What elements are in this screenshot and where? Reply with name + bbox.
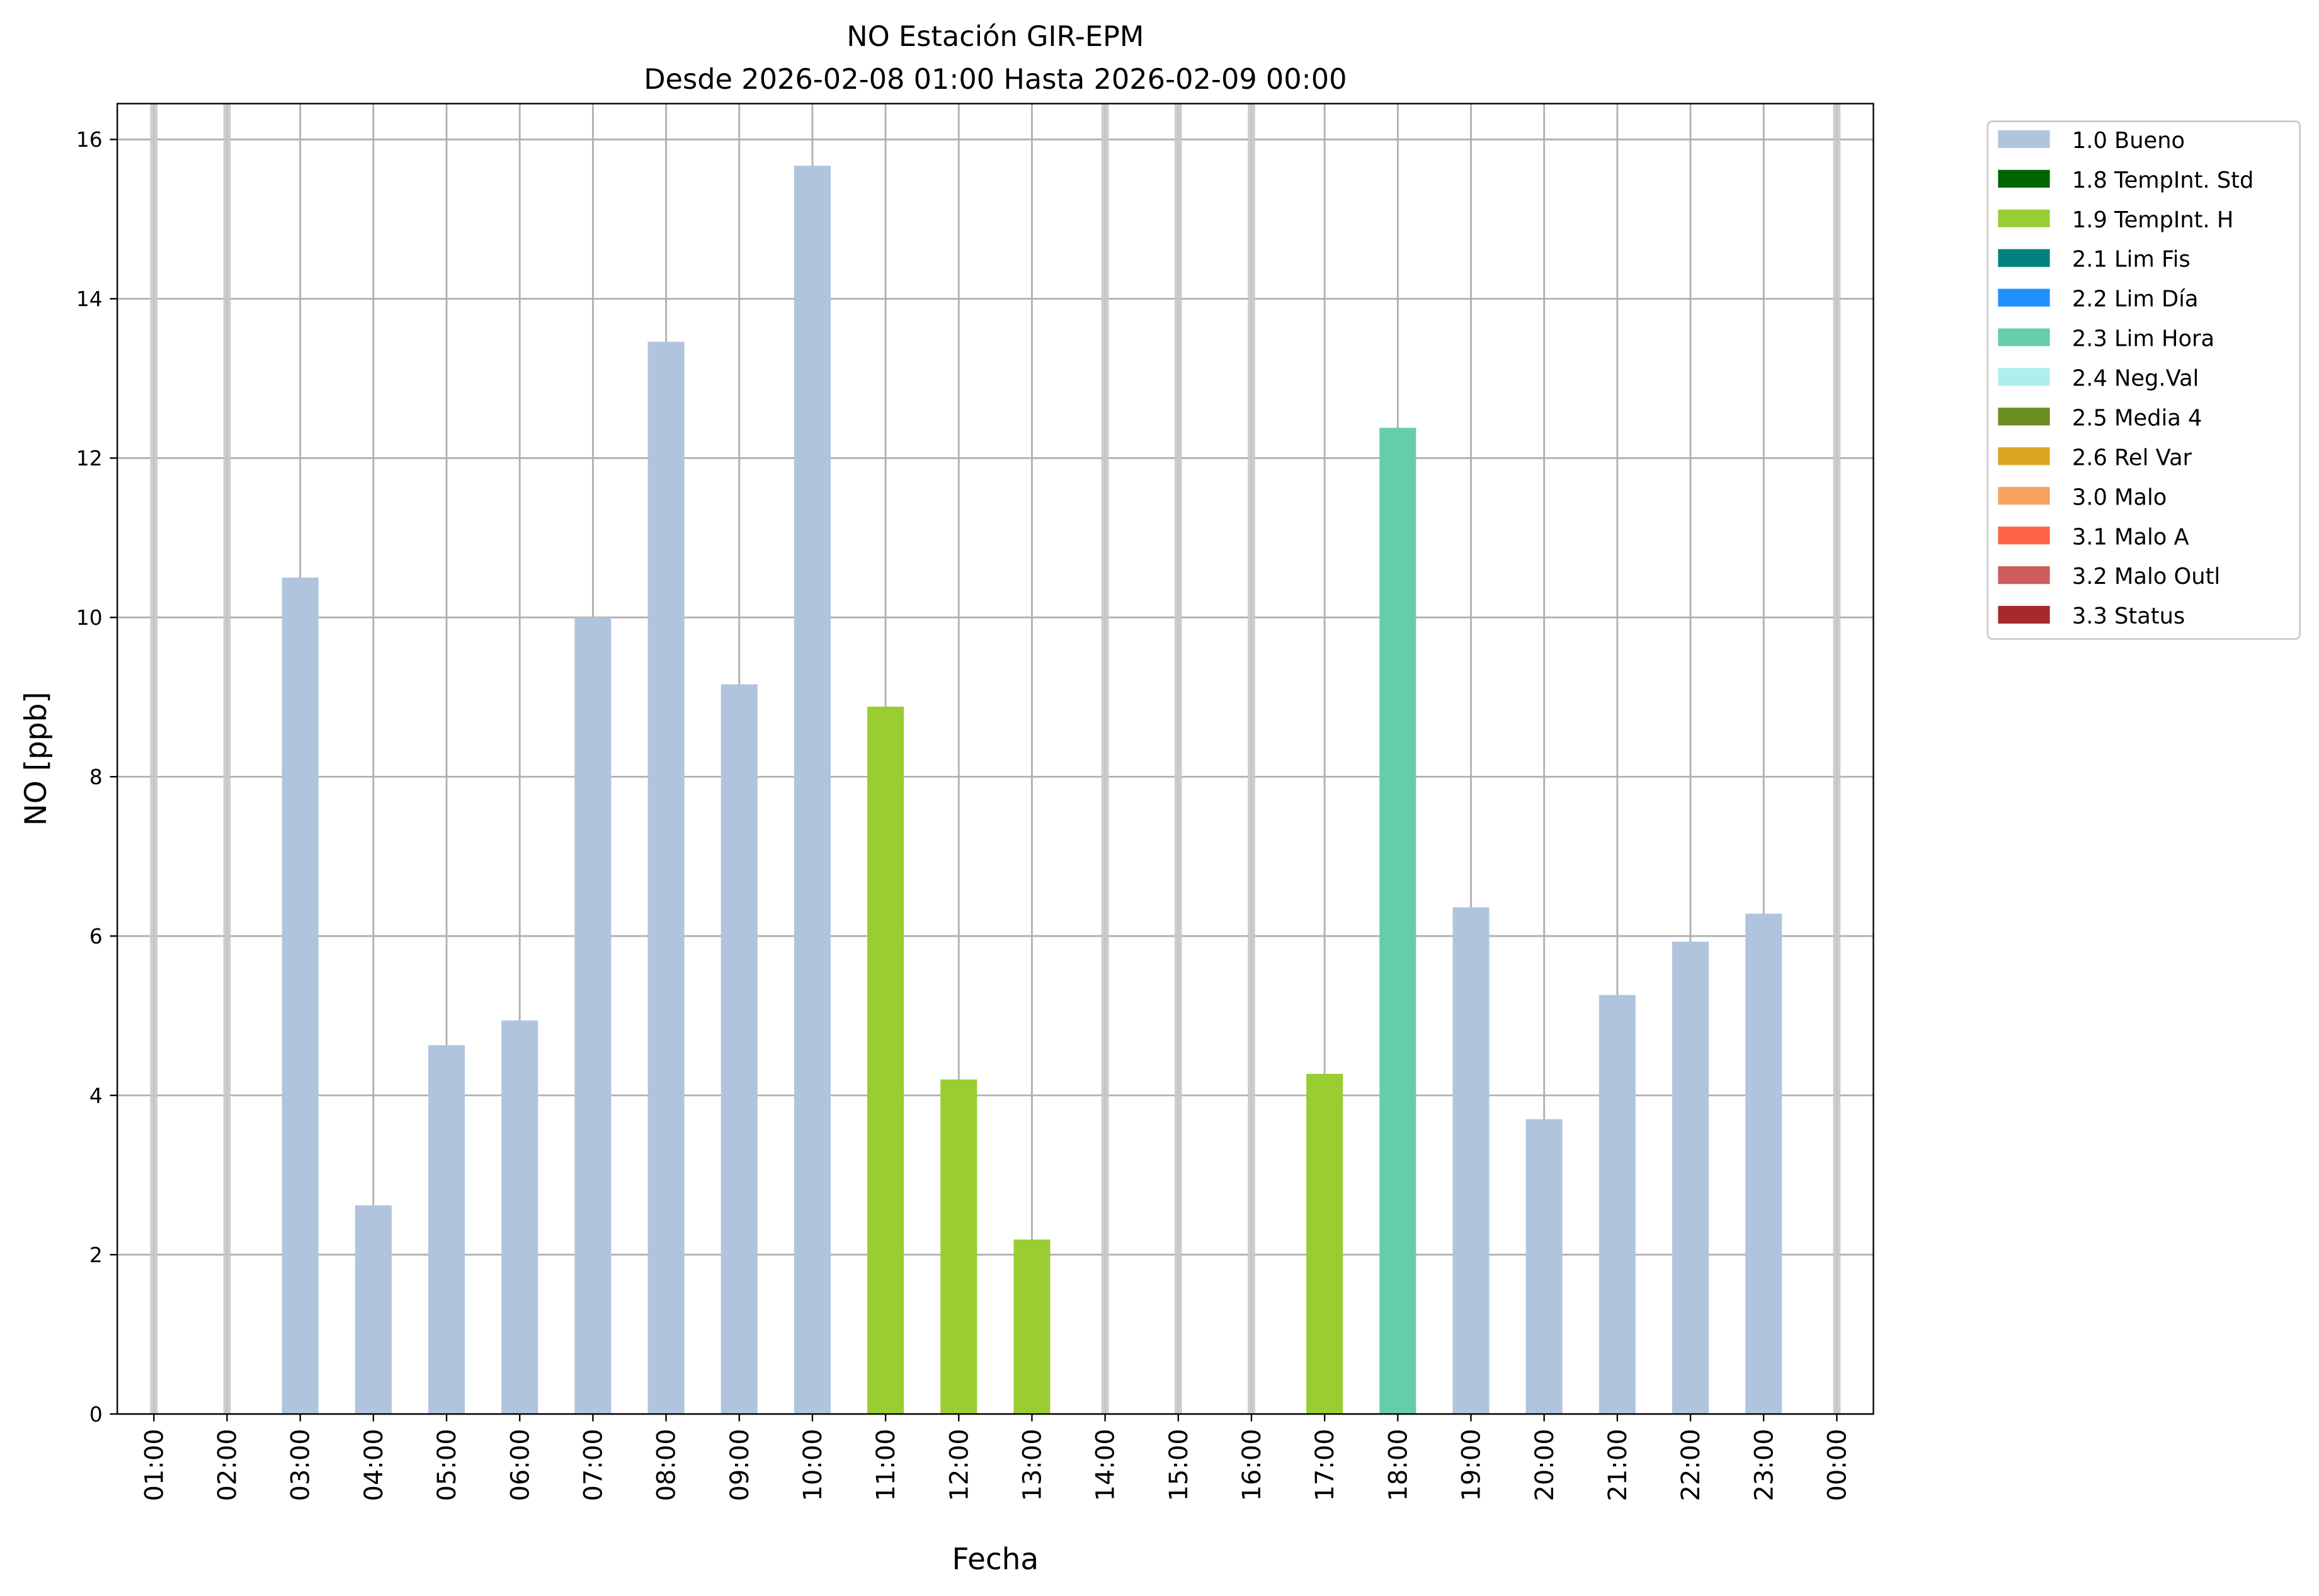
bar-05:00 xyxy=(428,1045,465,1415)
x-tick-label: 14:00 xyxy=(1091,1429,1120,1502)
legend-label: 2.5 Media 4 xyxy=(2072,405,2202,431)
legend: 1.0 Bueno 1.8 TempInt. Std 1.9 TempInt. H 2… xyxy=(1986,120,2301,640)
x-tick-label: 06:00 xyxy=(506,1429,535,1502)
bar-23:00 xyxy=(1745,913,1782,1415)
x-tick-label: 04:00 xyxy=(360,1429,389,1502)
y-tick-label: 14 xyxy=(76,287,103,311)
y-axis-label: NO [ppb] xyxy=(19,692,54,826)
x-tick-label: 08:00 xyxy=(652,1429,681,1502)
bar-21:00 xyxy=(1598,995,1636,1415)
bar-12:00 xyxy=(940,1079,977,1415)
y-tick-label: 0 xyxy=(89,1402,103,1427)
x-tick-label: 12:00 xyxy=(945,1429,974,1502)
legend-label: 1.0 Bueno xyxy=(2072,128,2185,154)
x-tick-label: 20:00 xyxy=(1530,1429,1559,1502)
y-tick-label: 2 xyxy=(89,1243,103,1267)
legend-swatch xyxy=(1998,447,2050,465)
x-axis: 01:00 02:00 03:00 04:00 05:00 06:00 07:00 08:00… xyxy=(140,1414,1852,1502)
bar-13:00 xyxy=(1013,1240,1051,1415)
legend-swatch xyxy=(1998,288,2050,307)
x-tick-label: 09:00 xyxy=(726,1429,755,1502)
bar-04:00 xyxy=(355,1205,392,1415)
bar-03:00 xyxy=(282,578,319,1415)
x-tick-label: 10:00 xyxy=(799,1429,828,1502)
bar-10:00 xyxy=(794,166,831,1415)
legend-swatch xyxy=(1998,605,2050,624)
legend-label: 3.2 Malo Outl xyxy=(2072,564,2220,590)
bar-19:00 xyxy=(1452,907,1490,1415)
legend-swatch xyxy=(1998,130,2050,148)
plot-frame xyxy=(117,103,1874,1415)
y-tick-label: 12 xyxy=(76,446,103,470)
y-tick-label: 16 xyxy=(76,127,103,152)
x-tick-label: 02:00 xyxy=(214,1429,242,1502)
legend-swatch xyxy=(1998,408,2050,426)
x-tick-label: 17:00 xyxy=(1311,1429,1340,1502)
x-tick-label: 00:00 xyxy=(1823,1429,1852,1502)
bar-22:00 xyxy=(1672,942,1709,1415)
bar-18:00 xyxy=(1379,428,1416,1415)
x-tick-label: 21:00 xyxy=(1604,1429,1632,1502)
missing-data-marker xyxy=(150,103,158,1415)
legend-swatch xyxy=(1998,487,2050,505)
x-tick-label: 05:00 xyxy=(433,1429,462,1502)
x-tick-label: 18:00 xyxy=(1384,1429,1413,1502)
legend-label: 1.9 TempInt. H xyxy=(2072,207,2233,233)
x-tick-label: 23:00 xyxy=(1750,1429,1779,1502)
x-tick-label: 15:00 xyxy=(1165,1429,1194,1502)
legend-label: 2.1 Lim Fis xyxy=(2072,247,2191,273)
x-tick-label: 07:00 xyxy=(579,1429,608,1502)
chart-title: NO Estación GIR-EPM xyxy=(846,20,1144,53)
legend-swatch xyxy=(1998,249,2050,267)
legend-swatch xyxy=(1998,328,2050,346)
legend-label: 2.6 Rel Var xyxy=(2072,445,2192,470)
x-tick-label: 13:00 xyxy=(1018,1429,1047,1502)
y-axis: 0 2 4 6 8 10 12 14 16 xyxy=(76,127,118,1427)
x-tick-label: 22:00 xyxy=(1677,1429,1706,1502)
legend-swatch xyxy=(1998,368,2050,386)
legend-label: 1.8 TempInt. Std xyxy=(2072,168,2254,193)
y-tick-label: 6 xyxy=(89,924,103,949)
legend-swatch xyxy=(1998,527,2050,545)
bar-20:00 xyxy=(1525,1119,1563,1415)
legend-label: 3.1 Malo A xyxy=(2072,524,2189,550)
y-tick-label: 10 xyxy=(76,605,103,630)
bar-08:00 xyxy=(647,341,685,1415)
missing-data-marker xyxy=(1833,103,1841,1415)
legend-swatch xyxy=(1998,566,2050,584)
legend-label: 3.0 Malo xyxy=(2072,484,2167,510)
missing-data-marker xyxy=(1174,103,1182,1415)
y-tick-label: 4 xyxy=(89,1083,103,1108)
bar-11:00 xyxy=(867,706,904,1415)
missing-data-marker xyxy=(1248,103,1255,1415)
bar-09:00 xyxy=(721,684,758,1415)
chart-subtitle: Desde 2026-02-08 01:00 Hasta 2026-02-09 … xyxy=(644,63,1347,96)
x-tick-label: 03:00 xyxy=(287,1429,316,1502)
bar-07:00 xyxy=(574,617,612,1415)
x-tick-label: 16:00 xyxy=(1238,1429,1267,1502)
bar-17:00 xyxy=(1306,1073,1343,1415)
x-tick-label: 01:00 xyxy=(140,1429,169,1502)
x-tick-label: 11:00 xyxy=(872,1429,901,1502)
legend-swatch xyxy=(1998,209,2050,227)
missing-data-marker xyxy=(1101,103,1109,1415)
legend-label: 2.4 Neg.Val xyxy=(2072,366,2199,392)
missing-data-marker xyxy=(223,103,231,1415)
legend-label: 3.3 Status xyxy=(2072,603,2185,629)
bar-06:00 xyxy=(501,1020,538,1415)
x-tick-label: 19:00 xyxy=(1457,1429,1486,1502)
x-axis-label: Fecha xyxy=(952,1542,1039,1577)
legend-label: 2.3 Lim Hora xyxy=(2072,326,2214,352)
legend-swatch xyxy=(1998,169,2050,188)
legend-label: 2.2 Lim Día xyxy=(2072,287,2199,312)
y-tick-label: 8 xyxy=(89,765,103,789)
bars xyxy=(150,103,1841,1415)
